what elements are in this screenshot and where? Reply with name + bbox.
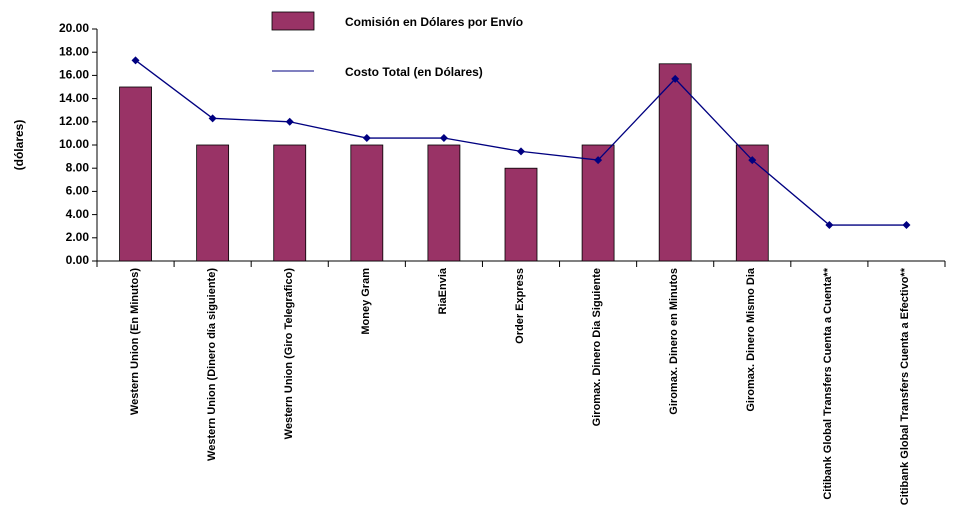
x-tick-label-box: Giromax. Dinero Dia Siguiente (581, 268, 615, 518)
bar (196, 144, 230, 262)
y-tick-label: 10.00 (59, 137, 89, 151)
y-tick-label: 14.00 (59, 91, 89, 105)
line-marker (439, 134, 448, 143)
x-tick-label: Citibank Global Transfers Cuenta a Efect… (899, 268, 912, 506)
x-tick-label: Citibank Global Transfers Cuenta a Cuent… (822, 268, 835, 500)
y-tick-label: 8.00 (66, 160, 90, 174)
x-tick-label-box: RiaEnvia (427, 268, 461, 518)
bar (273, 144, 307, 262)
y-tick-label: 6.00 (66, 184, 90, 198)
x-tick-label-box: Citibank Global Transfers Cuenta a Efect… (889, 268, 923, 518)
x-tick-label-box: Citibank Global Transfers Cuenta a Cuent… (812, 268, 846, 518)
line-marker (825, 221, 834, 230)
x-tick-label-box: Money Gram (350, 268, 384, 518)
x-tick-label-box: Western Union (En Minutos) (119, 268, 153, 518)
line-marker (517, 147, 525, 156)
bar (427, 144, 461, 262)
line-marker (748, 156, 757, 165)
x-tick-label: Order Express (514, 268, 527, 344)
line-marker (902, 221, 911, 230)
line-marker (285, 117, 294, 126)
x-tick-label-box: Giromax. Dinero Mismo Dia (735, 268, 769, 518)
x-tick-label-box: Order Express (504, 268, 538, 518)
x-tick-label-box: Giromax. Dinero en Minutos (658, 268, 692, 518)
bar (504, 167, 538, 262)
bar (350, 144, 384, 262)
line-marker (594, 156, 603, 165)
line-marker (131, 56, 140, 65)
x-tick-label: Western Union (Giro Telegrafico) (283, 268, 296, 440)
line-marker (208, 114, 217, 123)
bar (658, 63, 692, 262)
bar (735, 144, 769, 262)
legend-label: Comisión en Dólares por Envío (345, 15, 523, 29)
x-tick-label: Western Union (Dinero día siguiente) (206, 268, 219, 461)
y-tick-label: 0.00 (66, 253, 90, 267)
y-tick-label: 18.00 (59, 44, 89, 58)
y-tick-label: 12.00 (59, 114, 89, 128)
bar (581, 144, 615, 262)
y-tick-label: 16.00 (59, 68, 89, 82)
line-marker (362, 134, 371, 143)
x-tick-label-box: Western Union (Dinero día siguiente) (196, 268, 230, 518)
x-tick-label-box: Western Union (Giro Telegrafico) (273, 268, 307, 518)
bar (119, 86, 152, 262)
x-tick-label: Western Union (En Minutos) (128, 268, 141, 416)
line-marker (671, 74, 680, 83)
legend-swatch (271, 11, 315, 31)
y-tick-label: 2.00 (66, 230, 90, 244)
x-tick-label: Giromax. Dinero en Minutos (668, 268, 681, 415)
x-tick-label: Giromax. Dinero Dia Siguiente (591, 268, 604, 427)
x-tick-label: Giromax. Dinero Mismo Dia (745, 268, 758, 412)
y-axis-label: (dólares) (12, 120, 26, 171)
y-tick-label: 20.00 (59, 21, 89, 35)
x-tick-label: RiaEnvia (437, 268, 450, 315)
x-tick-label: Money Gram (360, 268, 373, 335)
y-tick-label: 4.00 (66, 207, 90, 221)
legend-label: Costo Total (en Dólares) (345, 65, 483, 79)
